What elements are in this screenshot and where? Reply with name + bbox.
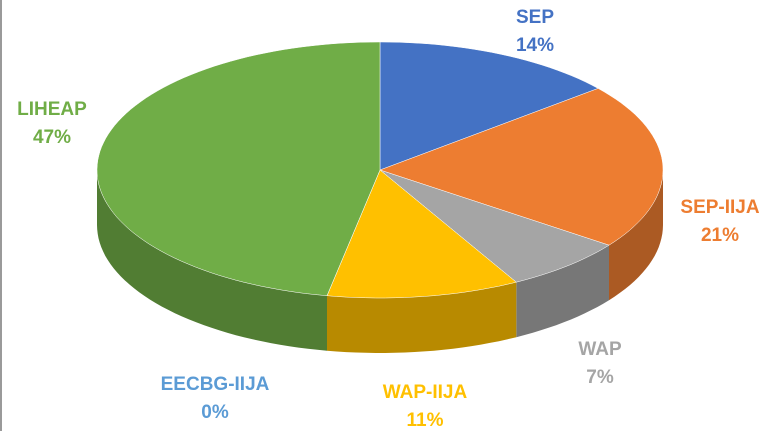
slice [379, 88, 664, 246]
slice-label: EECBG-IIJA [161, 374, 270, 395]
slice [379, 41, 599, 171]
slice-side [516, 245, 609, 338]
slice-side [609, 170, 663, 301]
slice-side [327, 282, 517, 353]
slice-label: SEP-IIJA [680, 197, 759, 218]
slice-side [97, 170, 327, 351]
slice-label: WAP [578, 339, 622, 360]
slice-value-label: 21% [701, 225, 739, 246]
slice-label: LIHEAP [17, 99, 87, 120]
pie-sides [97, 170, 663, 353]
pie-tops [96, 41, 664, 299]
slice-label: SEP [516, 7, 554, 28]
slice-value-label: 0% [201, 402, 229, 423]
slice-value-label: 11% [407, 410, 444, 431]
slice-label: WAP-IIJA [383, 382, 468, 403]
slice-value-label: 7% [586, 367, 614, 388]
slice [326, 169, 517, 299]
slice [96, 41, 381, 296]
slice-value-label: 14% [516, 35, 554, 56]
slice-value-label: 47% [33, 127, 71, 148]
slice [379, 169, 610, 283]
